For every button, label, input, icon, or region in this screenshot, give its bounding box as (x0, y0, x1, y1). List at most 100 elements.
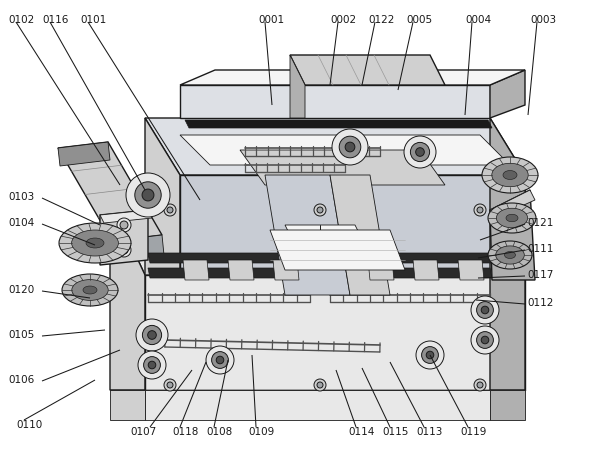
Text: 0115: 0115 (382, 427, 408, 437)
Polygon shape (110, 200, 525, 275)
Polygon shape (290, 55, 305, 118)
Ellipse shape (71, 230, 118, 256)
Circle shape (167, 382, 173, 388)
Ellipse shape (482, 157, 538, 193)
Text: 0105: 0105 (8, 330, 35, 340)
Polygon shape (490, 118, 525, 275)
Polygon shape (285, 225, 370, 255)
Circle shape (216, 356, 224, 364)
Text: 0110: 0110 (16, 420, 42, 430)
Polygon shape (110, 200, 145, 390)
Circle shape (339, 136, 361, 158)
Text: 0112: 0112 (527, 298, 553, 308)
Polygon shape (145, 390, 490, 420)
Polygon shape (112, 235, 164, 261)
Circle shape (474, 379, 486, 391)
Polygon shape (183, 260, 209, 280)
Circle shape (477, 302, 493, 318)
Polygon shape (490, 200, 525, 390)
Circle shape (477, 382, 483, 388)
Ellipse shape (496, 246, 524, 264)
Text: 0004: 0004 (465, 15, 491, 25)
Polygon shape (490, 190, 535, 280)
Circle shape (471, 296, 499, 324)
Circle shape (120, 246, 128, 254)
Circle shape (167, 207, 173, 213)
Text: 0003: 0003 (530, 15, 556, 25)
Polygon shape (265, 175, 350, 295)
Text: 0122: 0122 (368, 15, 394, 25)
Text: 0119: 0119 (460, 427, 486, 437)
Circle shape (477, 331, 493, 349)
Polygon shape (270, 230, 405, 270)
Polygon shape (413, 260, 439, 280)
Circle shape (426, 351, 434, 359)
Polygon shape (148, 268, 492, 278)
Text: 0108: 0108 (206, 427, 232, 437)
Polygon shape (273, 260, 299, 280)
Circle shape (317, 382, 323, 388)
Polygon shape (180, 70, 525, 85)
Circle shape (314, 379, 326, 391)
Text: 0101: 0101 (80, 15, 107, 25)
Circle shape (120, 221, 128, 229)
Circle shape (142, 326, 162, 345)
Circle shape (422, 347, 439, 364)
Text: 0117: 0117 (527, 270, 553, 280)
Polygon shape (490, 70, 525, 118)
Ellipse shape (506, 214, 518, 222)
Circle shape (481, 336, 488, 344)
Polygon shape (228, 260, 254, 280)
Circle shape (411, 143, 430, 161)
Circle shape (164, 204, 176, 216)
Circle shape (135, 182, 161, 208)
Polygon shape (100, 210, 148, 265)
Ellipse shape (488, 241, 532, 269)
Circle shape (212, 352, 228, 368)
Polygon shape (240, 150, 445, 185)
Polygon shape (58, 142, 162, 241)
Polygon shape (180, 85, 490, 118)
Text: 0106: 0106 (8, 375, 35, 385)
Text: 0113: 0113 (416, 427, 442, 437)
Circle shape (404, 136, 436, 168)
Circle shape (317, 207, 323, 213)
Ellipse shape (503, 170, 517, 179)
Ellipse shape (496, 208, 528, 228)
Circle shape (332, 129, 368, 165)
Polygon shape (180, 135, 510, 165)
Circle shape (138, 351, 166, 379)
Polygon shape (368, 260, 394, 280)
Text: 0114: 0114 (348, 427, 374, 437)
Polygon shape (148, 253, 492, 263)
Ellipse shape (492, 163, 528, 187)
Text: 0116: 0116 (42, 15, 68, 25)
Ellipse shape (62, 274, 118, 306)
Text: 0103: 0103 (8, 192, 35, 202)
Ellipse shape (72, 280, 108, 300)
Circle shape (345, 142, 355, 152)
Circle shape (148, 361, 156, 369)
Polygon shape (490, 390, 525, 420)
Ellipse shape (86, 238, 104, 248)
Circle shape (314, 204, 326, 216)
Circle shape (206, 346, 234, 374)
Text: 0111: 0111 (527, 244, 553, 254)
Text: 0002: 0002 (330, 15, 356, 25)
Circle shape (148, 331, 156, 339)
Text: 0102: 0102 (8, 15, 35, 25)
Circle shape (477, 207, 483, 213)
Circle shape (474, 204, 486, 216)
Circle shape (416, 341, 444, 369)
Polygon shape (145, 118, 180, 275)
Circle shape (126, 173, 170, 217)
Circle shape (164, 379, 176, 391)
Ellipse shape (505, 252, 515, 258)
Text: 0104: 0104 (8, 218, 35, 228)
Text: 0001: 0001 (258, 15, 284, 25)
Circle shape (142, 189, 154, 201)
Polygon shape (490, 190, 535, 218)
Text: 0118: 0118 (172, 427, 198, 437)
Circle shape (117, 243, 131, 257)
Circle shape (416, 147, 424, 156)
